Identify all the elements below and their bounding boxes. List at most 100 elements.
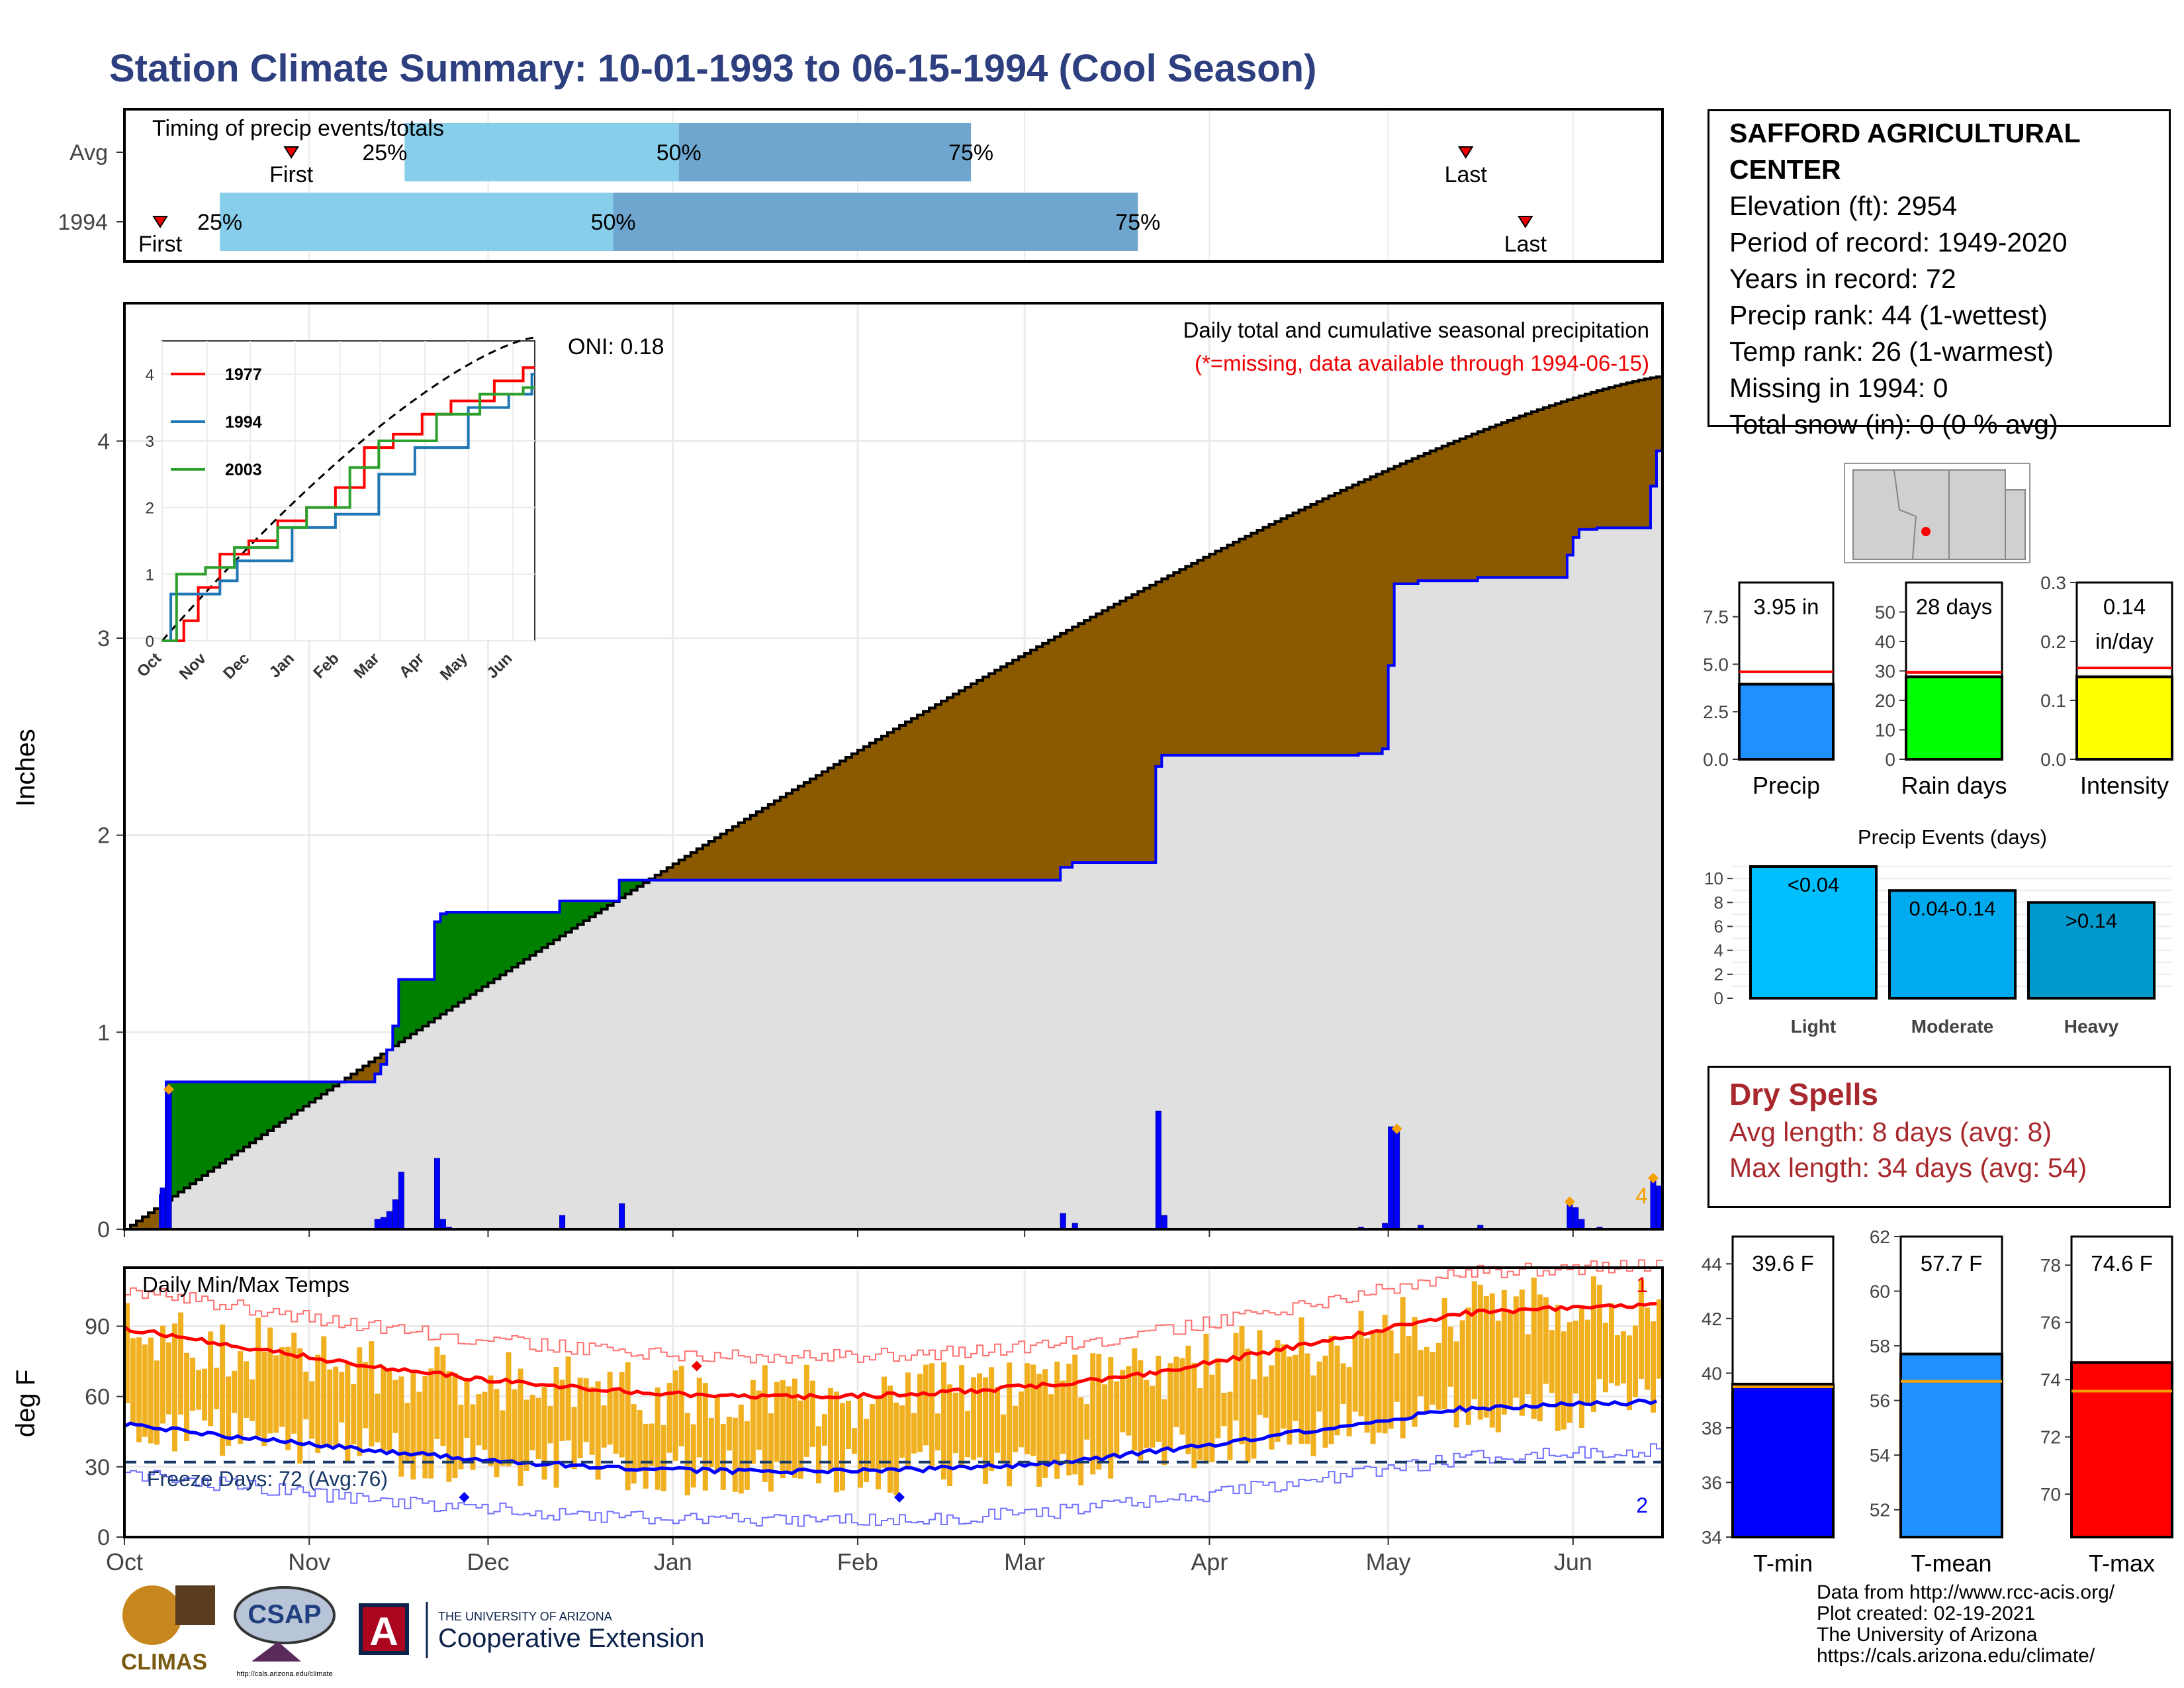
daily-temp-bar xyxy=(1179,1358,1185,1435)
timing-bar-25-50 xyxy=(220,193,614,251)
ua-a-letter: A xyxy=(369,1609,398,1654)
daily-temp-bar xyxy=(184,1352,190,1441)
surplus-fill xyxy=(535,912,543,952)
daily-temp-bar xyxy=(1608,1303,1614,1383)
deficit-fill xyxy=(756,812,763,880)
daily-temp-bar xyxy=(1072,1354,1078,1475)
summary-value-label: 3.95 in xyxy=(1753,594,1819,619)
deficit-fill xyxy=(845,757,852,880)
deficit-fill xyxy=(1001,667,1007,880)
event-marker xyxy=(1518,216,1533,228)
deficit-fill xyxy=(1620,384,1627,528)
y-tick-label: 54 xyxy=(1870,1445,1890,1466)
daily-temp-bar xyxy=(1572,1321,1578,1394)
deficit-fill xyxy=(1090,617,1097,863)
deficit-fill xyxy=(768,804,775,880)
deficit-fill xyxy=(1209,554,1216,755)
deficit-fill xyxy=(1555,403,1562,578)
deficit-fill xyxy=(929,708,936,880)
y-tick-label: 10 xyxy=(1875,720,1895,741)
y-tick-label: 38 xyxy=(1702,1418,1722,1438)
daily-temp-bar xyxy=(500,1410,506,1466)
deficit-fill xyxy=(1334,492,1342,755)
surplus-fill xyxy=(333,1082,340,1086)
y-tick-label: 60 xyxy=(1870,1282,1890,1302)
daily-temp-bar xyxy=(1644,1307,1650,1390)
daily-temp-bar xyxy=(446,1370,452,1482)
deficit-fill xyxy=(1191,563,1198,755)
precip-summary-panels: 0.0 2.5 5.0 7.5 3.95 in Precip 0 10 20 30 40 50 28 d… xyxy=(1703,573,2173,799)
deficit-fill xyxy=(1578,396,1586,530)
marker-label: First xyxy=(138,232,183,257)
record-low-marker xyxy=(894,1491,905,1503)
daily-temp-bar xyxy=(1185,1345,1191,1454)
station-name: SAFFORD AGRICULTURAL CENTER xyxy=(1729,118,2080,185)
deficit-fill xyxy=(1626,383,1633,528)
record-marker xyxy=(163,1084,175,1095)
daily-temp-bar xyxy=(1281,1344,1287,1429)
surplus-fill xyxy=(559,901,567,937)
deficit-fill xyxy=(696,849,704,880)
daily-temp-bar xyxy=(1340,1363,1346,1405)
daily-temp-bar xyxy=(428,1368,434,1479)
summary-value-label: 0.14 xyxy=(2103,594,2146,619)
deficit-fill xyxy=(1352,485,1359,755)
daily-temp-bar xyxy=(452,1372,458,1479)
surplus-fill xyxy=(434,921,441,1019)
surplus-fill xyxy=(565,901,572,933)
surplus-fill xyxy=(244,1082,250,1147)
daily-temp-bar xyxy=(917,1374,923,1452)
record-low-marker xyxy=(459,1491,470,1503)
daily-temp-bar xyxy=(1352,1335,1358,1412)
surplus-fill xyxy=(273,1082,280,1127)
surplus-fill xyxy=(607,901,614,906)
inset-series-line xyxy=(162,373,535,642)
surplus-fill xyxy=(529,912,537,956)
daily-temp-bar xyxy=(953,1392,959,1454)
station-info-line: Period of record: 1949-2020 xyxy=(1729,227,2068,258)
normal-min-line xyxy=(123,1398,1657,1476)
surplus-fill xyxy=(232,1082,238,1155)
deficit-fill xyxy=(1108,607,1115,863)
summary-category-label: T-max xyxy=(2089,1550,2155,1577)
deficit-fill xyxy=(839,761,846,880)
y-tick-label: 56 xyxy=(1870,1391,1890,1411)
deficit-fill xyxy=(678,860,686,880)
deficit-fill xyxy=(971,683,978,880)
daily-temp-bar xyxy=(1239,1326,1245,1444)
deficit-fill xyxy=(780,797,787,880)
deficit-fill xyxy=(1156,582,1162,767)
daily-temp-bar xyxy=(142,1344,148,1437)
daily-temp-bar xyxy=(851,1428,857,1454)
surplus-fill xyxy=(238,1082,244,1151)
daily-temp-bar xyxy=(744,1421,750,1490)
deficit-fill xyxy=(1418,455,1425,581)
summary-bar xyxy=(1731,1382,1835,1539)
daily-temp-bar xyxy=(1126,1366,1132,1436)
surplus-fill xyxy=(440,914,447,1015)
surplus-fill xyxy=(488,912,495,983)
record-high-marker xyxy=(691,1360,702,1372)
timing-panel: Avg 25% 50% 75% First Last 1994 25% 50% 75% First L… xyxy=(58,108,1664,263)
y-tick-label: 0 xyxy=(97,1217,110,1243)
y-tick-label: 4 xyxy=(97,429,110,454)
station-info-line: Total snow (in): 0 (0 % avg) xyxy=(1729,409,2058,440)
summary-bar xyxy=(1899,1352,2003,1539)
daily-temp-bar xyxy=(494,1389,500,1477)
daily-temp-bar xyxy=(1084,1404,1090,1440)
deficit-fill xyxy=(1638,380,1645,528)
percentile-label: 50% xyxy=(591,210,636,235)
deficit-fill xyxy=(345,1078,351,1082)
deficit-fill xyxy=(1340,490,1347,755)
deficit-fill xyxy=(1614,385,1621,528)
daily-precip-bar xyxy=(1656,1186,1662,1230)
event-bar-label: >0.14 xyxy=(2066,909,2117,932)
dry-spells-avg: Avg length: 8 days (avg: 8) xyxy=(1729,1117,2052,1147)
daily-temp-bar xyxy=(190,1357,196,1411)
daily-temp-bar xyxy=(1293,1354,1298,1421)
deficit-fill xyxy=(1173,572,1180,755)
y-axis-label: Inches xyxy=(11,729,40,807)
daily-temp-bar xyxy=(172,1323,178,1452)
daily-temp-bar xyxy=(989,1367,995,1472)
daily-temp-bar xyxy=(1590,1276,1596,1413)
